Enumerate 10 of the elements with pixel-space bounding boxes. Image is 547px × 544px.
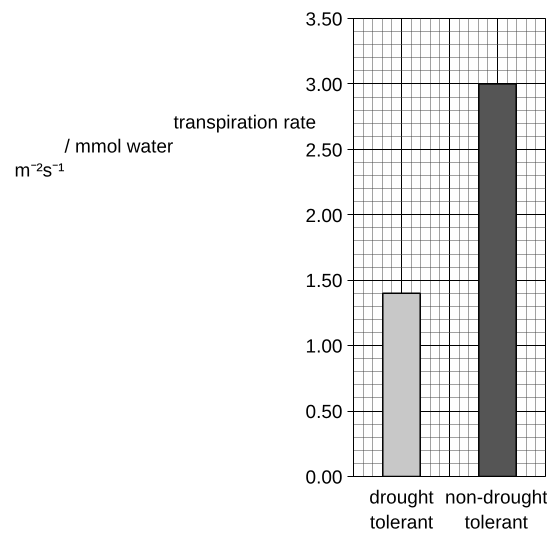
y-tick-label: 0.00 — [306, 468, 343, 488]
y-tick-label: 0.50 — [306, 402, 343, 424]
y-tick-label: 2.00 — [306, 206, 343, 227]
y-tick-label: 2.50 — [306, 140, 343, 162]
y-tick-label: 3.00 — [306, 74, 343, 96]
y-tick-label: 1.50 — [306, 271, 343, 292]
x-tick-label: drought tolerant — [369, 488, 434, 534]
x-tick-label: non-drought tolerant — [445, 488, 547, 534]
y-tick-label: 3.50 — [306, 10, 343, 30]
y-tick-label: 1.00 — [306, 336, 343, 358]
